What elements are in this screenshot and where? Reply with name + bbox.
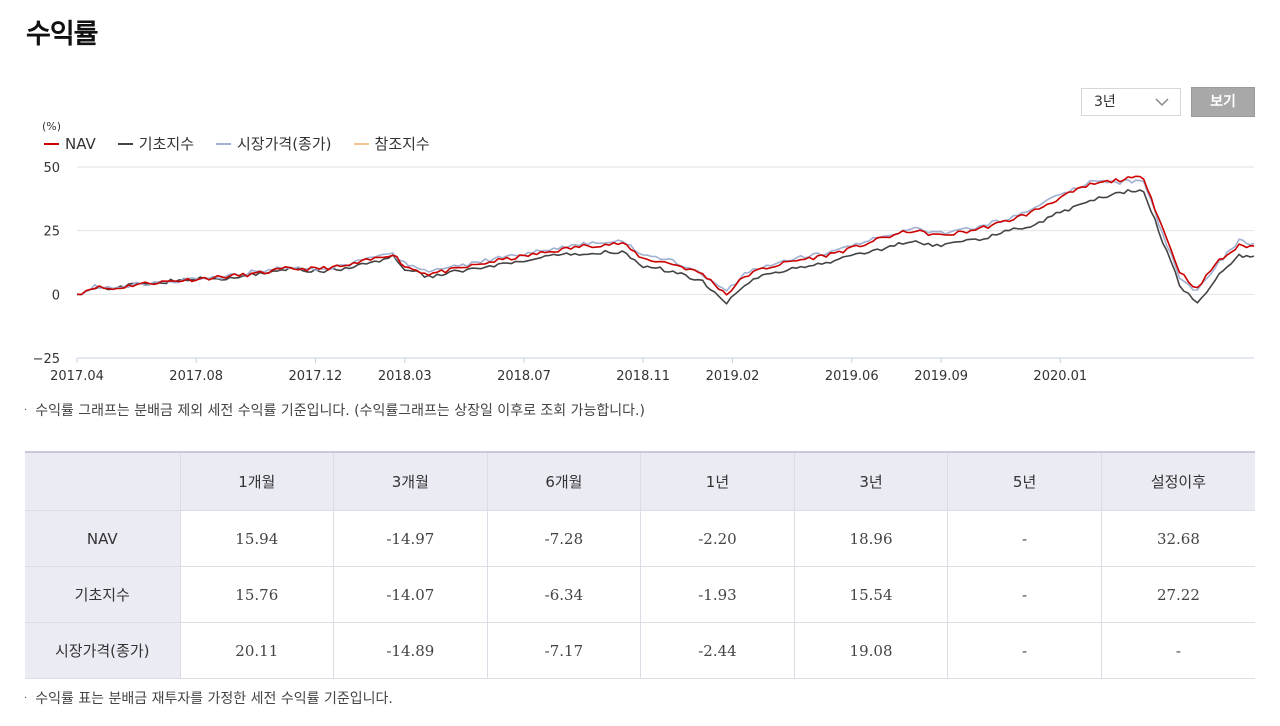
table-cell: -7.17: [487, 622, 642, 679]
table-cell: 19.08: [794, 622, 949, 679]
table-cell: -6.34: [487, 566, 642, 623]
view-button[interactable]: 보기: [1191, 87, 1255, 117]
table-cell: 15.54: [794, 566, 949, 623]
legend-label-nav: NAV: [65, 134, 96, 153]
returns-table: 1개월 3개월 6개월 1년 3년 5년 설정이후 NAV 15.94 -14.…: [25, 451, 1255, 679]
y-tick-label: 0: [52, 288, 60, 303]
table-cell: -: [1101, 622, 1255, 679]
table-cell: 32.68: [1101, 510, 1255, 567]
table-cell: -14.97: [333, 510, 488, 567]
table-header-3m: 3개월: [333, 451, 488, 511]
legend-swatch-nav: [44, 142, 59, 145]
legend-swatch-market-price: [216, 142, 231, 145]
row-label-base-index: 기초지수: [25, 566, 181, 623]
x-tick-label: 2019.06: [825, 369, 879, 384]
page-title: 수익률: [26, 19, 99, 50]
table-cell: 18.96: [794, 510, 949, 567]
table-header-corner: [25, 451, 181, 511]
x-tick-label: 2018.11: [616, 369, 670, 384]
graph-note-text: 수익률 그래프는 분배금 제외 세전 수익률 기준입니다. (수익률그래프는 상…: [35, 403, 645, 419]
table-cell: 15.94: [180, 510, 335, 567]
table-cell: 27.22: [1101, 566, 1255, 623]
table-cell: -14.89: [333, 622, 488, 679]
table-note-text: 수익률 표는 분배금 재투자를 가정한 세전 수익률 기준입니다.: [35, 691, 393, 707]
table-row: NAV 15.94 -14.97 -7.28 -2.20 18.96 - 32.…: [25, 510, 1255, 567]
returns-chart: 50 25 0 −25 2017.04 2017.08 2017.12 2018.03 2018…: [33, 161, 1255, 384]
legend-item-base-index[interactable]: 기초지수: [117, 133, 194, 154]
table-header-since-inception: 설정이후: [1101, 451, 1255, 511]
chart-unit-label: (%): [42, 120, 62, 133]
table-cell: -14.07: [333, 566, 488, 623]
table-header-1y: 1년: [640, 451, 795, 511]
period-select-value: 3년: [1094, 94, 1116, 110]
legend-label-base-index: 기초지수: [138, 135, 194, 153]
x-tick-label: 2019.09: [914, 369, 968, 384]
legend-label-reference-index: 참조지수: [374, 135, 430, 153]
table-cell: -: [947, 566, 1102, 623]
x-tick-label: 2018.03: [378, 369, 432, 384]
table-cell: 15.76: [180, 566, 335, 623]
chart-legend: NAV 기초지수 시장가격(종가) 참조지수: [44, 133, 430, 154]
y-tick-label: 50: [43, 161, 60, 176]
legend-item-nav[interactable]: NAV: [44, 133, 96, 154]
table-cell: -2.44: [640, 622, 795, 679]
bullet-icon: ·: [24, 693, 28, 704]
y-tick-label: −25: [33, 352, 60, 367]
table-cell: -7.28: [487, 510, 642, 567]
x-tick-label: 2017.12: [288, 369, 342, 384]
table-header-row: 1개월 3개월 6개월 1년 3년 5년 설정이후: [25, 451, 1255, 511]
legend-item-market-price[interactable]: 시장가격(종가): [216, 133, 332, 154]
period-select[interactable]: 3년: [1081, 88, 1181, 116]
x-tick-label: 2018.07: [497, 369, 551, 384]
legend-item-reference-index[interactable]: 참조지수: [353, 133, 430, 154]
table-cell: -: [947, 510, 1102, 567]
row-label-market-price: 시장가격(종가): [25, 622, 181, 679]
table-cell: 20.11: [180, 622, 335, 679]
x-tick-label: 2017.08: [169, 369, 223, 384]
table-header-6m: 6개월: [487, 451, 642, 511]
row-label-nav: NAV: [25, 510, 181, 567]
x-tick-label: 2017.04: [50, 369, 104, 384]
table-note: · 수익률 표는 분배금 재투자를 가정한 세전 수익률 기준입니다.: [24, 688, 393, 708]
legend-label-market-price: 시장가격(종가): [237, 135, 332, 153]
legend-swatch-reference-index: [353, 142, 369, 145]
y-tick-label: 25: [43, 225, 60, 240]
table-cell: -: [947, 622, 1102, 679]
table-header-3y: 3년: [794, 451, 949, 511]
series-line-1: [76, 189, 1255, 305]
table-header-5y: 5년: [947, 451, 1102, 511]
x-tick-label: 2019.02: [706, 369, 760, 384]
table-cell: -1.93: [640, 566, 795, 623]
table-row: 기초지수 15.76 -14.07 -6.34 -1.93 15.54 - 27…: [25, 566, 1255, 623]
table-row: 시장가격(종가) 20.11 -14.89 -7.17 -2.44 19.08 …: [25, 622, 1255, 679]
graph-note: · 수익률 그래프는 분배금 제외 세전 수익률 기준입니다. (수익률그래프는 …: [24, 400, 645, 420]
legend-swatch-base-index: [117, 142, 133, 145]
series-line-0: [76, 175, 1255, 296]
table-cell: -2.20: [640, 510, 795, 567]
bullet-icon: ·: [24, 405, 28, 416]
x-tick-label: 2020.01: [1033, 369, 1087, 384]
table-header-1m: 1개월: [180, 451, 335, 511]
chevron-down-icon: [1155, 98, 1169, 107]
series-line-2: [76, 178, 1255, 296]
